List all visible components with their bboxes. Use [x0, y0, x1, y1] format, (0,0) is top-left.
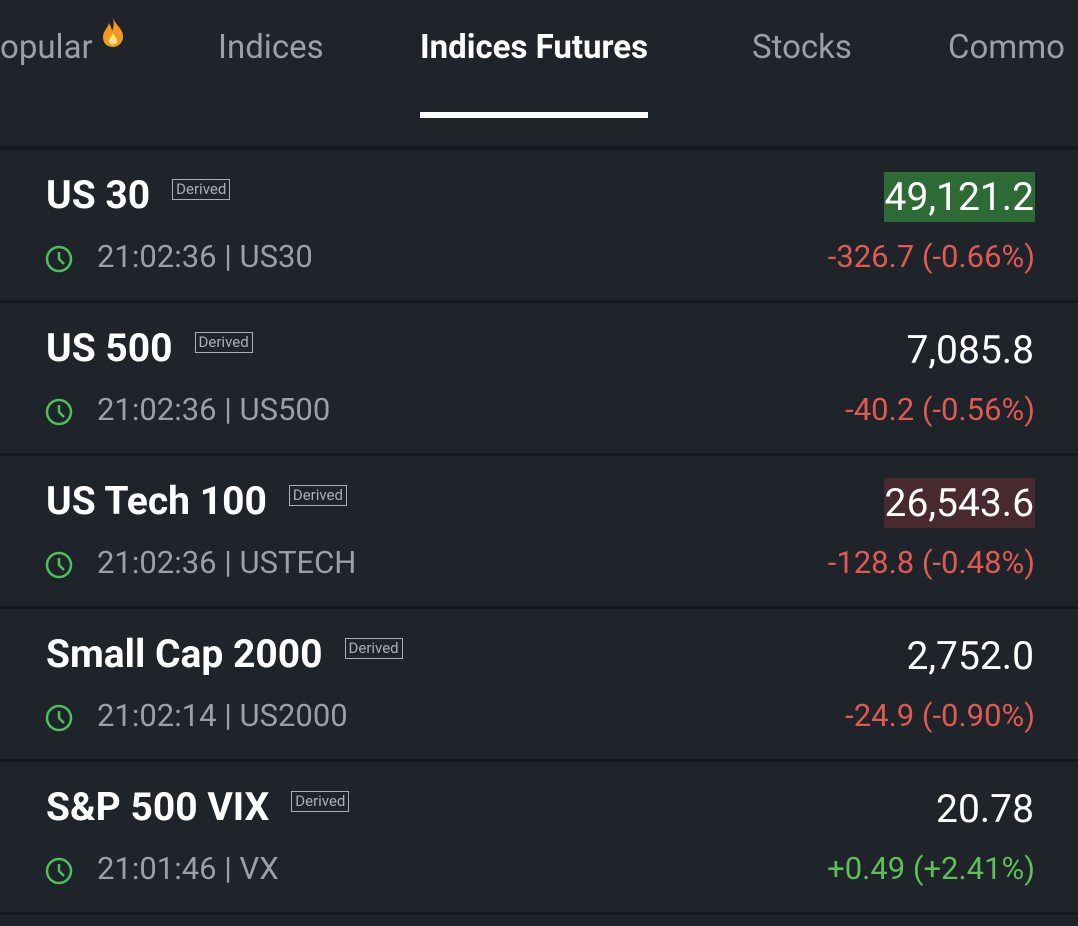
- tab-bar: opular Indices Indices Futures Stocks Commo: [0, 0, 1078, 150]
- change: +0.49 (+2.41%): [827, 850, 1035, 887]
- tab[interactable]: Indices: [218, 28, 324, 67]
- change: -128.8 (-0.48%): [827, 544, 1035, 581]
- time-symbol: 21:02:36 | US30: [97, 238, 313, 275]
- fire-icon: [103, 18, 124, 47]
- price: 7,085.8: [906, 327, 1034, 373]
- clock-icon: [45, 398, 73, 426]
- quote-row[interactable]: US 500 Derived 21:02:36 | US500 7,085.8 -40.…: [0, 303, 1078, 456]
- tab[interactable]: Indices Futures: [420, 28, 649, 67]
- derived-badge: Derived: [344, 638, 403, 660]
- price: 20.78: [936, 786, 1034, 832]
- derived-badge: Derived: [194, 332, 253, 354]
- price: 26,543.6: [883, 478, 1035, 528]
- tab[interactable]: Stocks: [752, 28, 852, 67]
- time-symbol: 21:02:36 | US500: [97, 391, 331, 428]
- change: -326.7 (-0.66%): [827, 238, 1035, 275]
- tab[interactable]: Commo: [948, 28, 1065, 67]
- name-text: S&P 500 VIX: [46, 784, 270, 830]
- clock-icon: [45, 857, 73, 885]
- time-symbol: 21:01:46 | VX: [97, 850, 279, 887]
- quote-row[interactable]: Small Cap 2000 Derived 21:02:14 | US2000 2,…: [0, 609, 1078, 762]
- instrument-name: S&P 500 VIX Derived: [46, 784, 350, 830]
- quote-row[interactable]: S&P 500 VIX Derived 21:01:46 | VX 20.78 +0.4…: [0, 762, 1078, 915]
- price: 2,752.0: [906, 633, 1034, 679]
- instrument-name: US 500 Derived: [46, 325, 253, 371]
- time-symbol: 21:02:36 | USTECH: [97, 544, 357, 581]
- instrument-name: Small Cap 2000 Derived: [46, 631, 403, 677]
- name-text: Small Cap 2000: [46, 631, 323, 677]
- quote-row[interactable]: US 30 Derived 21:02:36 | US30 49,121.2 -326.…: [0, 150, 1078, 303]
- clock-icon: [45, 704, 73, 732]
- derived-badge: Derived: [288, 485, 347, 507]
- instrument-name: US Tech 100 Derived: [46, 478, 347, 524]
- clock-icon: [45, 245, 73, 273]
- change: -24.9 (-0.90%): [845, 697, 1035, 734]
- instrument-name: US 30 Derived: [46, 172, 231, 218]
- name-text: US 500: [46, 325, 173, 371]
- derived-badge: Derived: [172, 179, 231, 201]
- derived-badge: Derived: [291, 791, 350, 813]
- price: 49,121.2: [883, 172, 1035, 222]
- time-symbol: 21:02:14 | US2000: [97, 697, 348, 734]
- change: -40.2 (-0.56%): [845, 391, 1035, 428]
- name-text: US 30: [46, 172, 151, 218]
- quote-row[interactable]: US Tech 100 Derived 21:02:36 | USTECH 26,54…: [0, 456, 1078, 609]
- tab[interactable]: opular: [0, 28, 93, 67]
- name-text: US Tech 100: [46, 478, 267, 524]
- clock-icon: [45, 551, 73, 579]
- tab-underline: [420, 112, 648, 118]
